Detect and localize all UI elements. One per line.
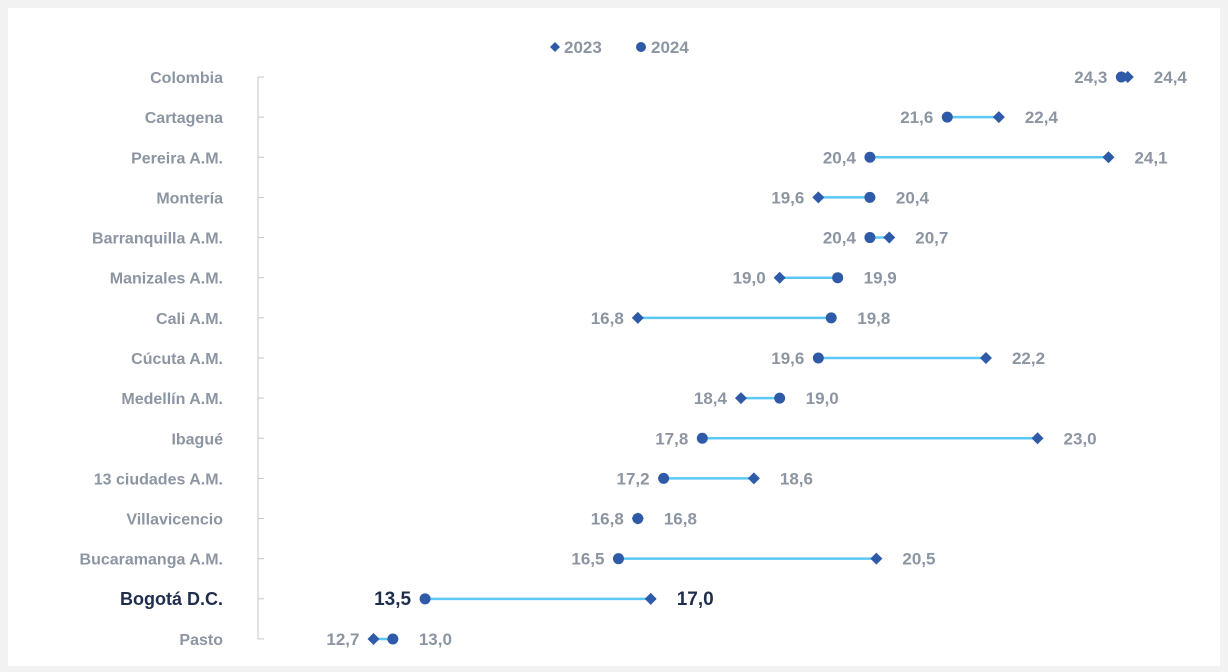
category-label: Ibagué (171, 431, 223, 448)
dumbbell-chart: 2023 2024 Colombia Cartagena Pereira A.M. M… (80, 38, 1188, 649)
dumbbell-row: 19,0 19,9 (733, 269, 897, 288)
category-label: Colombia (150, 70, 223, 87)
marker-2023 (631, 311, 644, 324)
value-label-2024: 13,0 (419, 630, 452, 649)
dumbbell-row: 13,5 17,0 (374, 589, 714, 610)
value-label-2024: 19,6 (771, 349, 804, 368)
marker-2024 (864, 151, 876, 163)
value-label-2023: 19,6 (771, 188, 804, 207)
marker-2023 (747, 472, 760, 485)
category-label: Cartagena (145, 110, 223, 127)
value-label-2023: 17,0 (677, 589, 714, 610)
value-label-2023: 20,5 (902, 550, 935, 569)
category-label: 13 ciudades A.M. (94, 471, 223, 488)
value-label-2023: 22,2 (1012, 349, 1045, 368)
marker-2024 (658, 472, 670, 484)
category-label: Barranquilla A.M. (92, 231, 223, 248)
marker-2024 (832, 272, 844, 284)
category-label: Cali A.M. (156, 311, 223, 328)
value-label-2023: 22,4 (1025, 108, 1059, 127)
value-label-2024: 16,8 (591, 510, 624, 529)
value-label-2024: 20,4 (823, 229, 857, 248)
value-label-2023: 23,0 (1064, 429, 1097, 448)
marker-2024 (387, 633, 399, 645)
marker-2024 (941, 111, 953, 123)
legend: 2023 2024 (550, 38, 689, 57)
marker-2023 (644, 592, 657, 605)
marker-2023 (870, 552, 883, 565)
value-label-2023: 20,7 (915, 229, 948, 248)
marker-2023 (883, 231, 896, 244)
dumbbell-row: 24,3 24,4 (1074, 68, 1187, 87)
marker-2024 (419, 593, 431, 605)
category-label: Montería (156, 190, 223, 207)
marker-2023 (1102, 151, 1115, 164)
dumbbell-row: 18,4 19,0 (694, 389, 839, 408)
value-label-2024: 17,8 (655, 429, 688, 448)
dumbbell-row: 19,6 22,2 (771, 349, 1045, 368)
value-label-2023: 18,6 (780, 469, 813, 488)
value-label-2024: 20,4 (896, 188, 930, 207)
dumbbell-row: 19,6 20,4 (771, 188, 929, 207)
legend-marker-2023 (550, 42, 560, 52)
marker-2024 (632, 513, 644, 525)
category-label: Pasto (179, 632, 223, 649)
marker-2024 (864, 191, 876, 203)
value-label-2023: 19,0 (733, 269, 766, 288)
dumbbell-row: 20,4 24,1 (823, 148, 1168, 167)
marker-2023 (979, 351, 992, 364)
value-label-2023: 24,4 (1154, 68, 1188, 87)
value-label-2023: 18,4 (694, 389, 728, 408)
marker-2024 (825, 312, 837, 324)
chart-panel: 2023 2024 Colombia Cartagena Pereira A.M. M… (8, 8, 1220, 666)
value-label-2024: 13,5 (374, 589, 411, 610)
marker-2023 (773, 271, 786, 284)
value-label-2024: 17,2 (617, 469, 650, 488)
category-axis: Colombia Cartagena Pereira A.M. Montería Bar… (80, 70, 264, 649)
marker-2024 (612, 553, 624, 565)
dumbbell-row: 16,8 19,8 (591, 309, 891, 328)
value-label-2024: 24,3 (1074, 68, 1107, 87)
dumbbell-row: 12,7 13,0 (326, 630, 452, 649)
legend-label-2023: 2023 (564, 38, 602, 57)
category-label: Cúcuta A.M. (131, 351, 223, 368)
dumbbell-row: 16,5 20,5 (571, 550, 935, 569)
value-label-2024: 16,5 (571, 550, 604, 569)
dumbbell-row: 21,6 22,4 (900, 108, 1058, 127)
value-label-2023: 16,8 (664, 510, 697, 529)
plot-area: 24,3 24,4 21,6 22,4 20,4 24,1 19,6 20,4 20,4 20,7… (326, 68, 1187, 649)
marker-2023 (992, 111, 1005, 124)
category-label: Bucaramanga A.M. (80, 552, 223, 569)
category-label: Medellín A.M. (121, 391, 223, 408)
category-label: Villavicencio (126, 512, 223, 529)
marker-2023 (1031, 432, 1044, 445)
value-label-2024: 19,0 (806, 389, 839, 408)
value-label-2023: 24,1 (1134, 148, 1167, 167)
category-label: Manizales A.M. (110, 271, 223, 288)
value-label-2023: 16,8 (591, 309, 624, 328)
legend-marker-2024 (636, 42, 646, 52)
value-label-2024: 21,6 (900, 108, 933, 127)
marker-2024 (812, 352, 824, 364)
marker-2023 (812, 191, 825, 204)
legend-label-2024: 2024 (651, 38, 689, 57)
marker-2024 (864, 232, 876, 244)
category-label: Pereira A.M. (131, 150, 223, 167)
value-label-2024: 19,9 (864, 269, 897, 288)
value-label-2023: 12,7 (326, 630, 359, 649)
value-label-2024: 20,4 (823, 148, 857, 167)
marker-2024 (696, 432, 708, 444)
marker-2023 (367, 632, 380, 645)
marker-2024 (1115, 71, 1127, 83)
value-label-2024: 19,8 (857, 309, 890, 328)
category-label: Bogotá D.C. (120, 589, 223, 609)
marker-2023 (734, 392, 747, 405)
dumbbell-row: 16,8 16,8 (591, 510, 697, 529)
dumbbell-row: 17,8 23,0 (655, 429, 1096, 448)
marker-2024 (774, 392, 786, 404)
dumbbell-row: 20,4 20,7 (823, 229, 949, 248)
dumbbell-row: 17,2 18,6 (617, 469, 813, 488)
